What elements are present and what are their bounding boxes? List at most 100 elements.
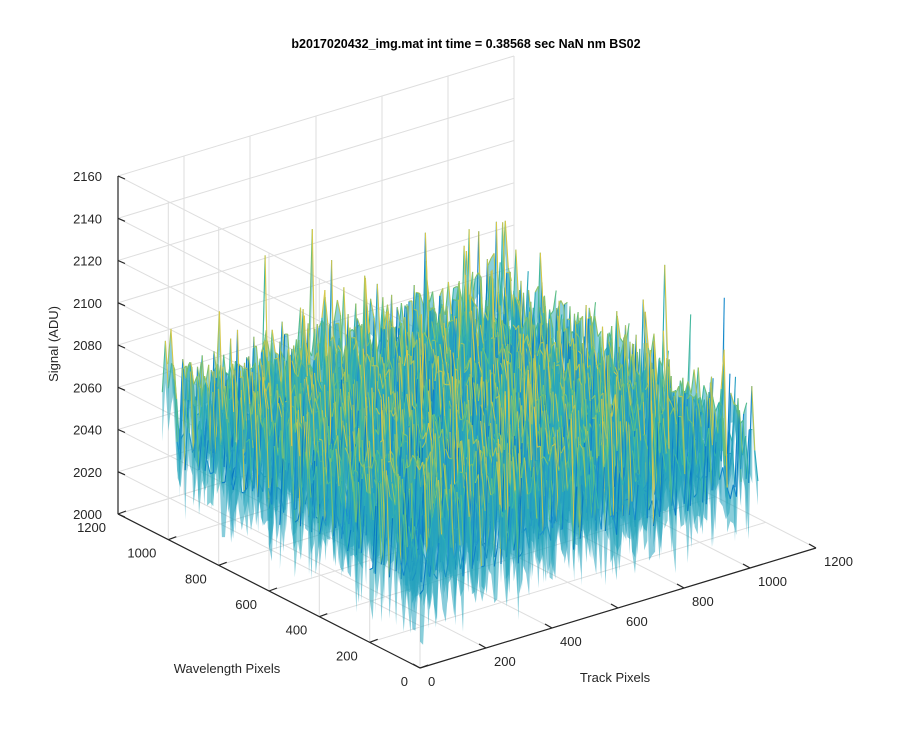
surface-edge xyxy=(424,390,429,438)
surface-edge xyxy=(388,359,393,370)
surface-edge xyxy=(324,296,329,328)
surface-edge xyxy=(204,375,209,388)
surface-edge xyxy=(375,429,380,435)
surface-edge xyxy=(445,448,450,459)
surface-edge xyxy=(459,471,463,474)
surface-edge xyxy=(327,327,332,457)
surface-edge xyxy=(349,349,355,389)
surface-edge xyxy=(364,447,369,461)
surface-edge xyxy=(484,312,489,321)
surface-edge xyxy=(383,402,388,415)
surface-edge xyxy=(696,396,701,401)
surface-edge xyxy=(203,415,208,448)
surface-edge xyxy=(465,229,470,370)
surface-edge xyxy=(357,481,362,553)
back-wall-grid-line xyxy=(117,224,515,346)
surface-edge xyxy=(406,465,410,469)
surface-edge xyxy=(543,456,548,464)
surface-edge xyxy=(279,395,284,406)
surface-edge xyxy=(562,392,567,397)
surface-edge xyxy=(301,452,306,488)
surface-edge xyxy=(321,296,326,432)
surface-edge xyxy=(375,364,379,368)
surface-edge xyxy=(354,427,360,457)
surface-edge xyxy=(487,338,492,384)
surface-edge xyxy=(317,380,322,389)
surface-edge xyxy=(223,391,228,420)
surface-edge xyxy=(443,322,448,354)
surface-edge xyxy=(371,455,376,469)
surface-edge xyxy=(352,340,358,350)
surface-edge xyxy=(185,363,190,379)
surface-edge xyxy=(619,382,624,391)
surface-edge xyxy=(536,252,541,336)
surface-edge xyxy=(454,480,459,485)
surface-edge xyxy=(330,445,336,462)
surface-edge xyxy=(280,381,285,408)
surface-edge xyxy=(571,404,576,413)
surface-edge xyxy=(644,352,649,371)
surface-edge xyxy=(376,441,381,489)
surface-edge xyxy=(634,404,639,431)
surface-edge xyxy=(391,483,396,506)
surface-edge xyxy=(234,439,239,478)
surface-edge xyxy=(545,427,550,455)
surface-edge xyxy=(364,277,370,334)
surface-edge xyxy=(337,435,342,482)
surface-edge xyxy=(321,440,326,522)
surface-edge xyxy=(637,404,642,441)
surface-edge xyxy=(434,355,439,382)
surface-edge xyxy=(296,422,301,457)
surface-edge xyxy=(403,492,408,548)
surface-edge xyxy=(560,343,565,374)
surface-edge xyxy=(362,348,367,416)
surface-edge xyxy=(193,376,198,385)
surface-edge xyxy=(273,383,278,402)
surface-edge xyxy=(524,369,529,421)
surface-edge xyxy=(341,402,347,421)
surface-edge xyxy=(523,335,528,344)
surface-edge xyxy=(473,382,478,416)
surface-edge xyxy=(492,447,497,457)
surface-edge xyxy=(461,311,466,348)
surface-edge xyxy=(226,418,231,471)
surface-edge xyxy=(639,392,644,410)
surface-edge xyxy=(463,419,468,462)
surface-edge xyxy=(274,422,279,456)
surface-strip xyxy=(207,282,545,514)
surface-edge xyxy=(456,409,462,420)
surface-edge xyxy=(329,458,334,537)
surface-edge xyxy=(344,500,349,552)
surface-edge xyxy=(268,487,273,505)
surface-edge xyxy=(260,340,266,353)
surface-edge xyxy=(518,405,523,423)
surface-edge xyxy=(507,360,512,498)
surface-edge xyxy=(567,363,572,389)
surface-edge xyxy=(699,397,704,414)
surface-edge xyxy=(381,458,386,543)
surface-edge xyxy=(428,337,433,350)
surface-edge xyxy=(468,229,473,391)
surface-edge xyxy=(279,458,284,525)
surface-edge xyxy=(684,381,689,394)
surface-edge xyxy=(260,422,265,465)
surface-edge xyxy=(243,487,248,492)
surface-edge xyxy=(485,355,490,365)
surface-edge xyxy=(477,376,482,402)
surface-edge xyxy=(348,381,353,398)
surface-edge xyxy=(431,433,436,453)
surface-edge xyxy=(674,391,679,416)
surface-edge xyxy=(215,311,220,378)
surface-edge xyxy=(628,354,633,377)
surface-edge xyxy=(561,396,566,414)
surface-edge xyxy=(639,434,644,481)
surface-edge xyxy=(438,428,443,438)
surface-edge xyxy=(613,371,618,376)
surface-edge xyxy=(391,392,396,412)
surface-edge xyxy=(483,422,488,457)
surface-edge xyxy=(501,320,507,346)
surface-edge xyxy=(366,491,371,495)
surface-edge xyxy=(257,365,262,419)
surface-edge xyxy=(618,349,623,364)
surface-edge xyxy=(390,390,395,396)
